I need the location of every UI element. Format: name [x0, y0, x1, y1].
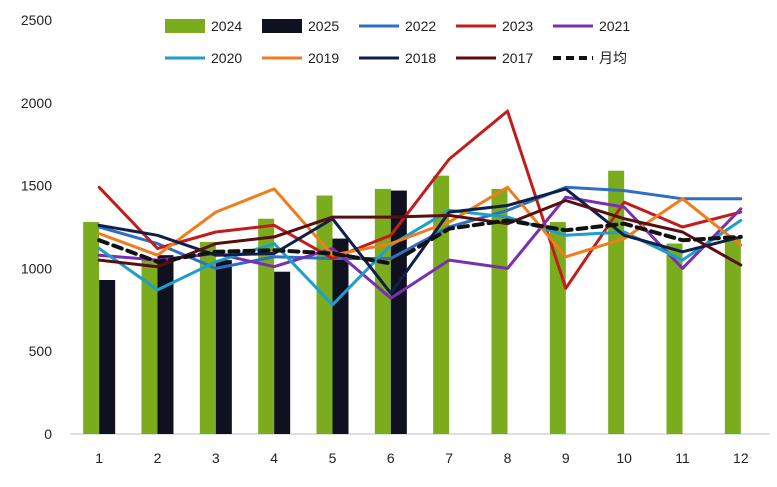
- legend-label: 2023: [502, 18, 533, 34]
- legend-label: 2021: [599, 18, 630, 34]
- x-tick-label: 12: [733, 450, 749, 466]
- bar-2025: [215, 260, 232, 434]
- bar-2024: [199, 241, 216, 434]
- line-2017: [97, 199, 743, 269]
- line-2019: [97, 185, 743, 259]
- line-月均: [97, 218, 743, 266]
- legend-item-2020: 2020: [165, 50, 242, 66]
- bar-2024: [316, 195, 333, 434]
- bar-2025: [157, 255, 174, 434]
- legend-label: 月均: [599, 50, 627, 66]
- bar-2024: [724, 238, 741, 434]
- legend-label: 2020: [211, 50, 242, 66]
- legend-label: 2019: [308, 50, 339, 66]
- bar-2024: [433, 175, 450, 434]
- bar-2024: [666, 243, 683, 434]
- legend-label: 2024: [211, 18, 242, 34]
- bar-2024: [608, 170, 625, 435]
- x-tick-label: 6: [387, 450, 395, 466]
- y-tick-label: 1000: [21, 260, 52, 276]
- x-tick-label: 5: [329, 450, 337, 466]
- legend-item-2019: 2019: [262, 50, 339, 66]
- bar-2025: [99, 279, 116, 434]
- legend-item-2024: 2024: [165, 18, 242, 34]
- legend-label: 2018: [405, 50, 436, 66]
- legend-item-2025: 2025: [262, 18, 339, 34]
- legend-label: 2022: [405, 18, 436, 34]
- bar-2025: [274, 271, 291, 434]
- x-tick-label: 1: [95, 450, 103, 466]
- x-tick-label: 8: [504, 450, 512, 466]
- legend-item-2023: 2023: [456, 18, 533, 34]
- x-tick-label: 2: [154, 450, 162, 466]
- legend-label: 2025: [308, 18, 339, 34]
- lines: [97, 109, 743, 307]
- legend-item-2021: 2021: [553, 18, 630, 34]
- bar-2024: [258, 218, 275, 434]
- bar-2024: [491, 188, 508, 434]
- bars: [83, 170, 741, 435]
- legend: 2024 2025 2022 2023 2021 2020 2019 2018 2017 月均: [165, 18, 630, 66]
- x-tick-label: 4: [270, 450, 278, 466]
- line-2022: [97, 185, 743, 270]
- y-tick-label: 500: [29, 343, 53, 359]
- x-tick-label: 10: [616, 450, 632, 466]
- legend-item-2017: 2017: [456, 50, 533, 66]
- x-tick-label: 9: [562, 450, 570, 466]
- legend-swatch: [262, 19, 302, 33]
- legend-swatch: [165, 19, 205, 33]
- bar-2024: [83, 222, 100, 434]
- x-tick-label: 7: [445, 450, 453, 466]
- x-tick-label: 3: [212, 450, 220, 466]
- bar-2024: [141, 260, 158, 434]
- y-tick-label: 2500: [21, 12, 52, 28]
- y-tick-label: 1500: [21, 178, 52, 194]
- x-axis: 1 2 3 4 5 6 7 8 9 10 11 12: [70, 433, 770, 466]
- y-tick-label: 0: [44, 426, 52, 442]
- y-tick-label: 2000: [21, 95, 52, 111]
- legend-label: 2017: [502, 50, 533, 66]
- y-axis: 0 500 1000 1500 2000 2500: [21, 12, 52, 442]
- bar-2025: [332, 238, 349, 434]
- bar-2024: [374, 188, 391, 434]
- line-2023: [97, 109, 743, 290]
- legend-item-月均: 月均: [553, 50, 627, 66]
- x-tick-label: 11: [675, 450, 690, 466]
- legend-item-2022: 2022: [359, 18, 436, 34]
- legend-item-2018: 2018: [359, 50, 436, 66]
